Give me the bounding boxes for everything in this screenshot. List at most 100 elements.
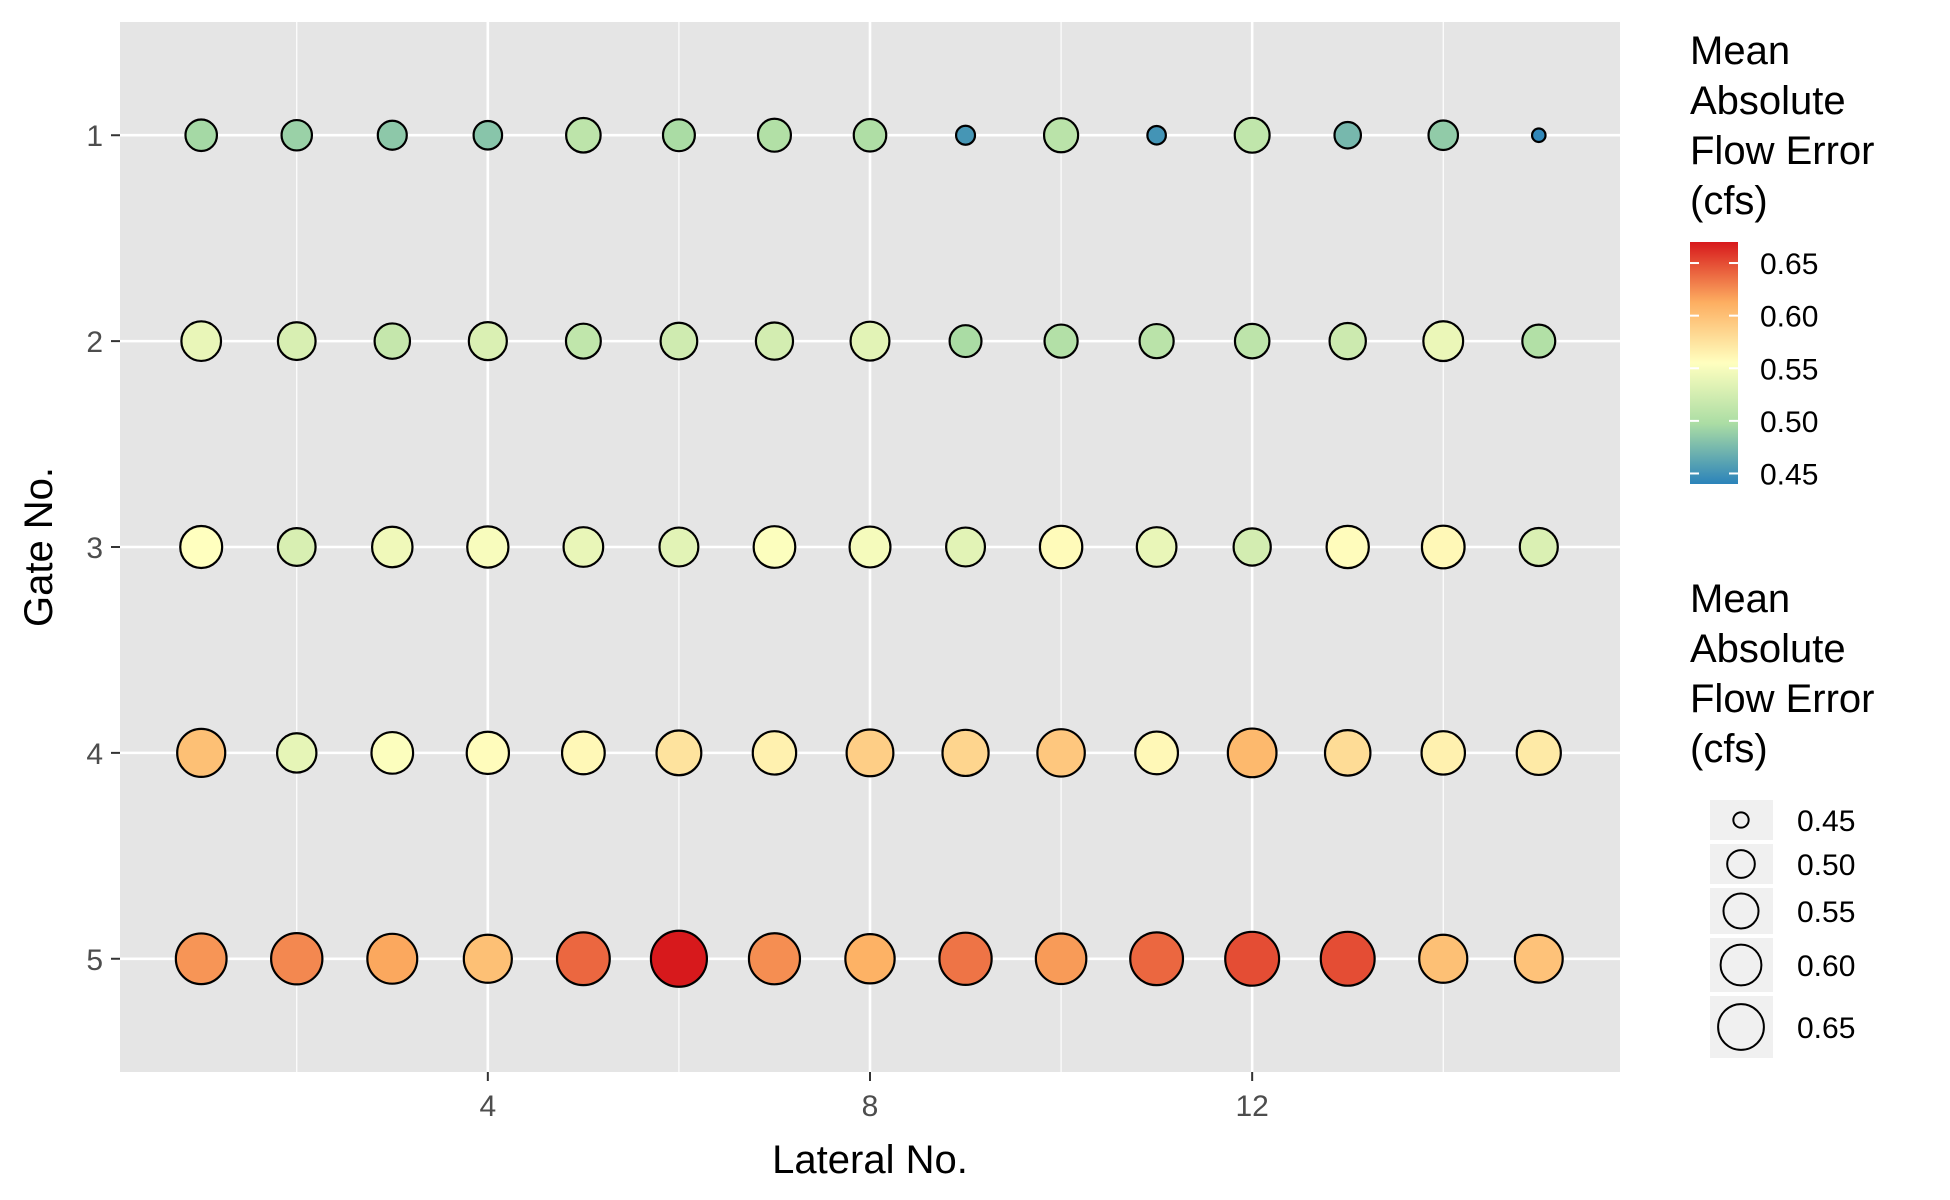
data-point <box>1233 322 1271 360</box>
data-point <box>1233 116 1271 154</box>
y-tick-label: 1 <box>86 120 103 153</box>
data-point <box>565 116 602 154</box>
size-legend-key <box>1726 849 1756 879</box>
data-point <box>1323 729 1372 777</box>
data-point <box>754 321 795 361</box>
data-point <box>1420 524 1466 570</box>
colorbar-ticks: 0.45 0.50 0.55 0.60 0.65 <box>1690 248 1818 491</box>
size-legend-title-line: Flow Error <box>1690 677 1874 721</box>
size-legend-title: Mean Absolute Flow Error (cfs) <box>1690 577 1886 771</box>
data-point <box>276 527 317 567</box>
data-point <box>1521 323 1557 359</box>
colorbar <box>1690 242 1738 484</box>
data-point <box>655 729 703 777</box>
data-point <box>467 321 508 362</box>
data-point <box>752 525 797 569</box>
data-point <box>945 526 987 568</box>
data-point <box>462 933 513 984</box>
data-point <box>1427 119 1460 152</box>
data-point <box>1328 321 1367 361</box>
data-point <box>276 321 317 362</box>
data-point <box>1034 932 1088 986</box>
data-point <box>1319 930 1376 987</box>
data-point <box>1226 727 1278 779</box>
colorbar-tick-label: 0.50 <box>1760 406 1818 439</box>
data-point <box>1042 117 1080 154</box>
y-tick-label: 3 <box>86 532 103 565</box>
data-point <box>366 932 419 985</box>
size-legend-keys: 0.45 0.50 0.55 0.60 0.65 <box>1710 800 1855 1058</box>
data-point <box>270 932 324 986</box>
size-legend-key <box>1732 811 1750 829</box>
data-point <box>1043 323 1079 359</box>
data-point <box>179 524 224 570</box>
colorbar-tick-label: 0.45 <box>1760 458 1818 491</box>
data-point <box>174 932 228 986</box>
data-point <box>845 728 895 778</box>
data-point <box>658 526 700 568</box>
size-legend-label: 0.50 <box>1797 849 1855 882</box>
data-points <box>174 116 1564 988</box>
data-point <box>1325 524 1370 570</box>
data-point <box>649 929 709 988</box>
size-legend-key <box>1719 943 1763 987</box>
data-point <box>751 730 798 776</box>
size-legend-label: 0.55 <box>1797 896 1855 929</box>
x-tick-label: 4 <box>479 1090 496 1123</box>
data-point <box>180 320 223 363</box>
data-point <box>376 119 408 151</box>
colorbar-tick-label: 0.65 <box>1760 248 1818 281</box>
x-tick-label: 8 <box>862 1090 879 1123</box>
size-legend: Mean Absolute Flow Error (cfs) 0.450.500… <box>1690 577 1886 1058</box>
data-point <box>756 117 793 153</box>
data-point <box>844 933 896 985</box>
data-point <box>1518 526 1559 568</box>
data-point <box>849 320 891 362</box>
data-point <box>370 525 414 569</box>
y-tick-label: 5 <box>86 944 103 977</box>
color-legend-title-line: Absolute <box>1690 79 1846 123</box>
data-point <box>1333 120 1363 150</box>
color-legend-title-line: Flow Error <box>1690 129 1874 173</box>
x-axis-label: Lateral No. <box>772 1138 968 1182</box>
data-point <box>1515 729 1562 777</box>
data-point <box>1418 933 1469 984</box>
data-point <box>954 124 977 146</box>
data-point <box>1138 322 1175 360</box>
data-point <box>1134 730 1180 776</box>
data-point <box>560 730 606 776</box>
data-point <box>280 118 314 152</box>
colorbar-tick-label: 0.55 <box>1760 353 1818 386</box>
data-point <box>564 322 602 360</box>
size-legend-title-line: Mean <box>1690 577 1790 621</box>
size-legend-label: 0.65 <box>1797 1012 1855 1045</box>
size-legend-title-line: Absolute <box>1690 627 1846 671</box>
size-legend-key <box>1722 892 1760 930</box>
size-legend-title-line: (cfs) <box>1690 727 1768 771</box>
data-point <box>1129 931 1185 987</box>
size-legend-key <box>1717 1003 1765 1051</box>
data-point <box>562 526 605 568</box>
data-point <box>1135 526 1178 568</box>
y-tick-label: 4 <box>86 738 103 771</box>
data-point <box>1038 524 1084 570</box>
data-point <box>465 730 511 776</box>
size-legend-label: 0.60 <box>1797 950 1855 983</box>
data-point <box>938 931 993 986</box>
data-point <box>176 727 227 778</box>
data-point <box>1036 728 1086 778</box>
data-point <box>1513 933 1564 984</box>
y-axis-label: Gate No. <box>17 467 61 627</box>
data-point <box>1146 124 1167 146</box>
data-point <box>373 322 412 360</box>
data-point <box>370 730 415 775</box>
data-point <box>848 525 892 569</box>
data-point <box>1530 127 1547 144</box>
data-point <box>472 119 504 151</box>
data-point <box>948 324 983 359</box>
data-point <box>466 525 510 569</box>
data-point <box>941 728 990 778</box>
data-point <box>659 321 699 361</box>
